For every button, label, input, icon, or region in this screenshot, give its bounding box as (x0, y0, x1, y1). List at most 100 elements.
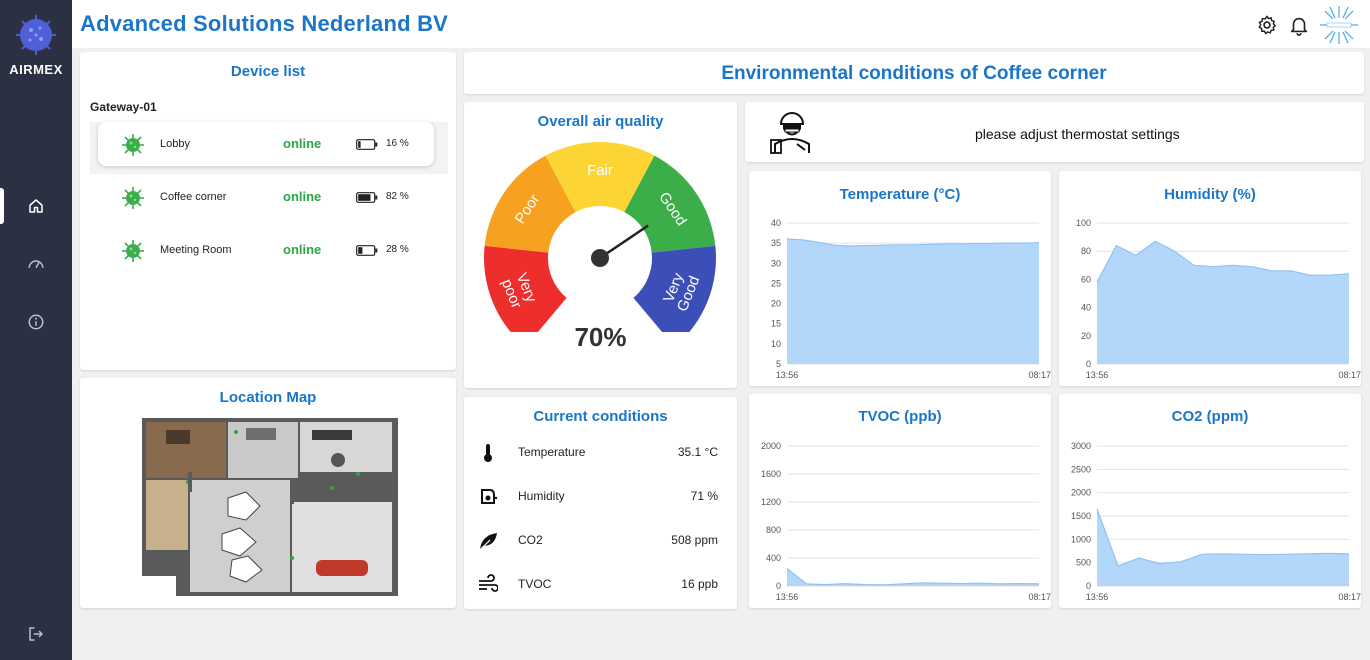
chart-title: TVOC (ppb) (858, 408, 942, 425)
gauge-hub (591, 249, 609, 267)
y-tick-label: 20 (771, 299, 781, 309)
user-logo[interactable] (1318, 4, 1360, 46)
y-tick-label: 2000 (1071, 488, 1091, 498)
device-row-meeting-room[interactable]: Meeting Room online 28 % (90, 228, 448, 280)
condition-value: 16 ppb (681, 577, 718, 591)
y-tick-label: 10 (771, 339, 781, 349)
condition-value: 508 ppm (671, 533, 718, 547)
gauge-segment-label: Fair (587, 162, 613, 179)
virus-icon (122, 240, 144, 262)
area-series (1097, 241, 1349, 364)
leaf-icon (479, 533, 497, 551)
line-series (1096, 508, 1350, 567)
gauge-segment (624, 155, 716, 253)
humidity-chart-card: Humidity (%) 0 20 40 60 80 100 13:56 08:17 (1059, 171, 1361, 386)
device-row-highlight (98, 122, 434, 166)
x-tick-label: 08:17 (1338, 370, 1361, 380)
area-series (1097, 509, 1349, 586)
app-logo[interactable]: AIRMEX (0, 12, 72, 77)
y-tick-label: 0 (776, 581, 781, 591)
y-tick-label: 0 (1086, 359, 1091, 369)
technician-icon (770, 112, 810, 154)
sidebar-item-home[interactable] (0, 188, 72, 224)
info-icon (28, 314, 44, 330)
x-tick-label: 08:17 (1028, 592, 1051, 602)
current-conditions-card: Current conditions Temperature 35.1 °C H… (464, 397, 737, 609)
y-tick-label: 2000 (761, 441, 781, 451)
humidity-icon (481, 489, 498, 504)
condition-value: 71 % (690, 489, 718, 503)
y-tick-label: 30 (771, 258, 781, 268)
gauge-needle (599, 224, 649, 260)
sidebar-item-gauge[interactable] (0, 246, 72, 282)
company-name: Advanced Solutions Nederland BV (80, 11, 449, 36)
condition-label: Temperature (518, 445, 586, 459)
tvoc-chart-card: TVOC (ppb) 0 400 800 1200 1600 2000 13:56 08:17 (749, 394, 1051, 608)
x-tick-label: 08:17 (1028, 370, 1051, 380)
bell-icon[interactable] (1288, 14, 1310, 36)
line-series (786, 238, 1040, 247)
home-icon (29, 199, 43, 213)
condition-row-temperature: Temperature 35.1 °C (478, 439, 718, 467)
device-name: Meeting Room (160, 244, 232, 256)
x-tick-label: 13:56 (776, 370, 799, 380)
device-row-lobby[interactable]: Lobby online 16 % (90, 122, 448, 174)
sidebar-item-logout[interactable] (0, 616, 72, 652)
device-status: online (283, 136, 322, 151)
environment-title: Environmental conditions of Coffee corne… (721, 63, 1107, 84)
device-battery: 28 % (386, 244, 409, 255)
sidebar-item-info[interactable] (0, 304, 72, 340)
y-tick-label: 500 (1076, 558, 1091, 568)
x-tick-label: 13:56 (776, 592, 799, 602)
y-tick-label: 100 (1076, 218, 1091, 228)
y-tick-label: 80 (1081, 246, 1091, 256)
device-list-card: Device list Gateway-01 Lobby online 16 %… (80, 52, 456, 370)
condition-row-co2: CO2 508 ppm (478, 527, 718, 555)
condition-label: CO2 (518, 533, 543, 547)
alert-message: please adjust thermostat settings (975, 126, 1180, 142)
x-tick-label: 08:17 (1338, 592, 1361, 602)
device-name: Lobby (160, 138, 190, 150)
logout-icon (29, 627, 44, 641)
area-series (787, 239, 1039, 364)
chart-title: Humidity (%) (1164, 186, 1256, 203)
y-tick-label: 3000 (1071, 441, 1091, 451)
condition-row-humidity: Humidity 71 % (478, 483, 718, 511)
temperature-chart-card: Temperature (°C) 5 10 15 20 25 30 35 40 13:56 08:… (749, 171, 1051, 386)
y-tick-label: 20 (1081, 331, 1091, 341)
virus-logo-icon (16, 15, 56, 55)
gauge-segment (484, 155, 576, 253)
settings-icon[interactable] (1256, 14, 1278, 36)
speedometer-icon (28, 260, 44, 269)
y-tick-label: 400 (766, 553, 781, 563)
y-tick-label: 1000 (1071, 534, 1091, 544)
alert-card: please adjust thermostat settings (745, 102, 1364, 162)
air-quality-card: Overall air quality Verypoor Poor Fair Good… (464, 102, 737, 388)
y-tick-label: 5 (776, 359, 781, 369)
gauge-segment (484, 245, 567, 332)
battery-icon (356, 139, 378, 150)
location-map-card: Location Map (80, 378, 456, 608)
device-battery: 16 % (386, 138, 409, 149)
x-tick-label: 13:56 (1086, 370, 1109, 380)
chart-title: CO2 (ppm) (1171, 408, 1249, 425)
y-tick-label: 15 (771, 319, 781, 329)
floor-plan-image[interactable] (136, 416, 404, 602)
air-quality-value: 70% (574, 322, 627, 352)
device-battery: 82 % (386, 191, 409, 202)
y-tick-label: 60 (1081, 274, 1091, 284)
humidity-chart: 0 20 40 60 80 100 13:56 08:17 (1076, 218, 1361, 380)
y-tick-label: 35 (771, 238, 781, 248)
device-status: online (283, 189, 322, 204)
co2-chart: 0 500 1000 1500 2000 2500 3000 13:56 08:17 (1071, 441, 1361, 602)
device-row-coffee-corner[interactable]: Coffee corner online 82 % (90, 175, 448, 227)
y-tick-label: 0 (1086, 581, 1091, 591)
gauge-segment (633, 245, 716, 332)
device-status: online (283, 242, 322, 257)
gateway-label: Gateway-01 (90, 100, 157, 114)
air-quality-title: Overall air quality (537, 113, 664, 130)
temperature-chart: 5 10 15 20 25 30 35 40 13:56 08:17 (771, 218, 1051, 380)
app-name: AIRMEX (9, 62, 63, 77)
device-list-title: Device list (230, 63, 306, 80)
